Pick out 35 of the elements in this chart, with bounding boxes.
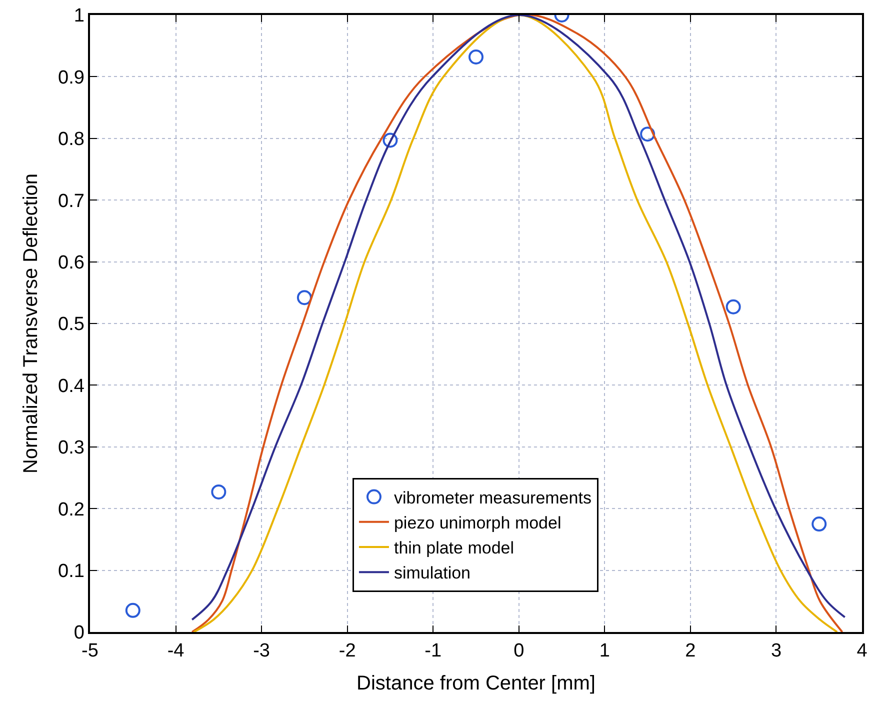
x-tick-label: 3 — [770, 640, 782, 662]
y-tick-label: 0.1 — [58, 560, 84, 582]
y-tick-label: 0.6 — [58, 252, 84, 274]
x-tick-label: -5 — [82, 640, 98, 662]
x-tick-label: 1 — [599, 640, 610, 662]
x-tick-label: -2 — [338, 640, 356, 662]
legend-label: simulation — [394, 564, 471, 583]
y-tick-label: 0.9 — [58, 67, 84, 88]
y-tick-label: 0.7 — [58, 190, 84, 212]
point — [812, 516, 827, 532]
y-tick-label: 0 — [74, 622, 84, 644]
point — [211, 484, 226, 500]
x-tick-label: 0 — [514, 640, 524, 662]
point — [296, 290, 312, 306]
legend-label: vibrometer measurements — [394, 488, 592, 508]
x-tick-label: -1 — [424, 640, 442, 662]
y-tick-label: 0.5 — [58, 314, 84, 336]
x-tick-label: 4 — [856, 640, 868, 662]
y-axis-title: Normalized Transverse Deflection — [20, 173, 42, 474]
y-tick-label: 0.4 — [58, 376, 85, 397]
point — [382, 132, 398, 148]
x-tick-label: -3 — [253, 640, 270, 662]
point — [726, 299, 741, 314]
y-tick-label: 0.2 — [58, 499, 84, 520]
y-tick-label: 0.3 — [58, 438, 84, 459]
point — [640, 126, 656, 142]
x-tick-label: 2 — [685, 640, 696, 662]
x-tick-label: -4 — [167, 640, 185, 662]
legend-label: piezo unimorph model — [394, 514, 562, 533]
y-tick-label: 1 — [74, 6, 84, 27]
point — [468, 49, 484, 64]
point — [125, 602, 140, 618]
y-tick-label: 0.8 — [58, 129, 84, 150]
legend-label: thin plate model — [394, 538, 514, 558]
x-axis-title: Distance from Center [mm] — [356, 672, 596, 695]
